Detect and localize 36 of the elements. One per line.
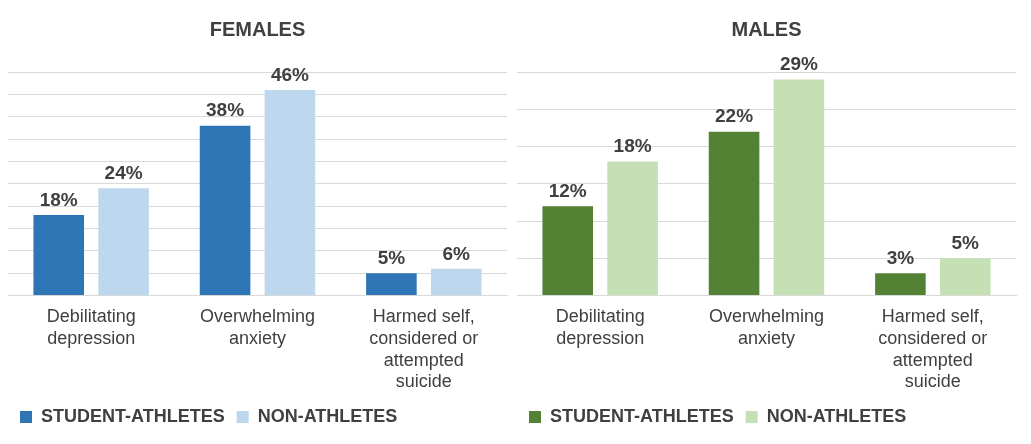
x-tick-label: Overwhelming anxiety <box>708 306 825 348</box>
data-label: 38% <box>206 99 245 121</box>
data-label: 3% <box>886 246 915 268</box>
x-tick-label: Harmed self, considered or attempted suicide <box>369 306 479 392</box>
data-label: 6% <box>442 242 471 264</box>
bar <box>199 125 251 296</box>
bar <box>542 206 594 296</box>
x-tick-label: Harmed self, considered or attempted suicide <box>878 306 988 392</box>
data-label: 24% <box>104 162 143 184</box>
data-label: 12% <box>548 179 587 201</box>
data-label: 22% <box>715 105 754 127</box>
x-tick-label: Debilitating depression <box>555 306 645 348</box>
data-label: 29% <box>779 53 819 75</box>
chart-title: FEMALES <box>209 17 306 40</box>
bar <box>773 79 825 296</box>
bar <box>98 188 149 296</box>
bar <box>264 89 316 296</box>
bar <box>939 258 991 296</box>
legend-label: STUDENT-ATHLETES <box>41 405 225 426</box>
data-label: 5% <box>377 246 406 268</box>
legend-label: NON-ATHLETES <box>257 405 398 426</box>
legend-label: STUDENT-ATHLETES <box>550 405 734 426</box>
bar <box>430 268 482 296</box>
x-tick-label: Overwhelming anxiety <box>199 306 316 348</box>
data-label: 5% <box>951 232 980 254</box>
chart-title: MALES <box>731 17 802 40</box>
bar <box>607 161 658 296</box>
bar <box>33 215 85 296</box>
data-label: 46% <box>270 63 310 85</box>
bar <box>366 273 417 296</box>
bar <box>708 131 760 296</box>
bar <box>875 273 926 296</box>
data-label: 18% <box>39 188 78 210</box>
data-label: 18% <box>613 135 652 157</box>
legend-label: NON-ATHLETES <box>766 405 907 426</box>
x-tick-label: Debilitating depression <box>46 306 136 348</box>
